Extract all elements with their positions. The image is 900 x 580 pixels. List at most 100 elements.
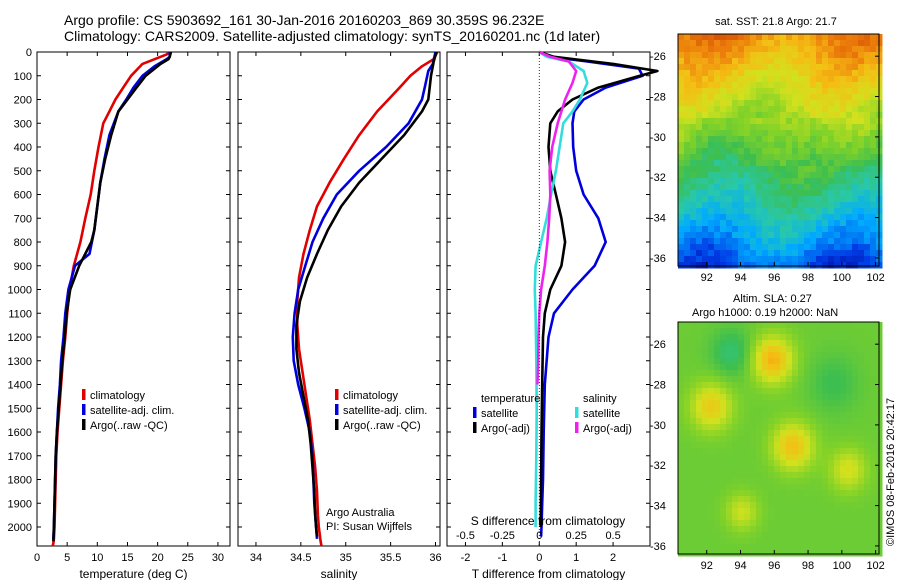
sst-field-cell bbox=[792, 148, 799, 155]
sla-field-cell bbox=[798, 544, 805, 551]
sst-field-cell bbox=[690, 118, 697, 125]
sst-field-cell bbox=[774, 226, 781, 233]
sst-field-cell bbox=[846, 190, 853, 197]
sst-field-cell bbox=[738, 256, 745, 263]
sla-field-cell bbox=[708, 352, 715, 359]
sst-field-cell bbox=[708, 202, 715, 209]
sla-field-cell bbox=[732, 370, 739, 377]
sst-field-cell bbox=[696, 46, 703, 53]
sla-field-cell bbox=[852, 382, 859, 389]
sla-field-cell bbox=[780, 472, 787, 479]
sst-field-cell bbox=[756, 106, 763, 113]
sst-field-cell bbox=[852, 70, 859, 77]
sla-field-cell bbox=[702, 532, 709, 539]
sst-field-cell bbox=[846, 34, 853, 41]
sla-field-cell bbox=[762, 544, 769, 551]
sst-field-cell bbox=[684, 40, 691, 47]
sla-field-cell bbox=[714, 352, 721, 359]
sla-field-cell bbox=[738, 532, 745, 539]
sla-field-cell bbox=[714, 382, 721, 389]
sst-field-cell bbox=[774, 232, 781, 239]
sst-field-cell bbox=[834, 118, 841, 125]
sst-field-cell bbox=[762, 82, 769, 89]
sla-field-cell bbox=[822, 430, 829, 437]
sla-field-cell bbox=[804, 544, 811, 551]
sla-field-cell bbox=[846, 514, 853, 521]
sst-field-cell bbox=[846, 178, 853, 185]
sla-field-cell bbox=[792, 520, 799, 527]
sst-field-cell bbox=[804, 82, 811, 89]
sst-field-cell bbox=[756, 160, 763, 167]
sst-field-cell bbox=[774, 52, 781, 59]
sla-field-cell bbox=[858, 472, 865, 479]
sst-field-cell bbox=[750, 184, 757, 191]
sst-field-cell bbox=[792, 172, 799, 179]
sst-field-cell bbox=[684, 202, 691, 209]
sst-field-cell bbox=[702, 208, 709, 215]
sst-field-cell bbox=[726, 94, 733, 101]
sst-field-cell bbox=[702, 130, 709, 137]
sla-field-cell bbox=[786, 382, 793, 389]
sst-field-cell bbox=[678, 82, 685, 89]
sst-field-cell bbox=[852, 100, 859, 107]
sla-field-cell bbox=[828, 370, 835, 377]
sla-field-cell bbox=[864, 400, 871, 407]
sst-field-cell bbox=[744, 154, 751, 161]
sst-field-cell bbox=[744, 190, 751, 197]
sla-field-cell bbox=[720, 388, 727, 395]
sla-field-cell bbox=[816, 550, 823, 557]
sst-field-cell bbox=[870, 262, 877, 269]
sst-field-cell bbox=[864, 172, 871, 179]
sst-field-cell bbox=[690, 94, 697, 101]
sst-field-cell bbox=[702, 40, 709, 47]
sst-field-cell bbox=[822, 166, 829, 173]
sla-map-frame bbox=[677, 321, 880, 555]
sst-field-cell bbox=[864, 214, 871, 221]
sla-field-cell bbox=[702, 496, 709, 503]
sla-field-cell bbox=[750, 538, 757, 545]
sst-field-cell bbox=[738, 202, 745, 209]
sst-field-cell bbox=[834, 136, 841, 143]
sst-field-cell bbox=[786, 118, 793, 125]
sst-field-cell bbox=[840, 160, 847, 167]
sst-field-cell bbox=[696, 40, 703, 47]
sla-field-cell bbox=[798, 460, 805, 467]
sst-field-cell bbox=[768, 46, 775, 53]
sst-field-cell bbox=[786, 64, 793, 71]
sst-field-cell bbox=[804, 34, 811, 41]
sst-field-cell bbox=[696, 94, 703, 101]
sst-field-cell bbox=[744, 244, 751, 251]
sla-field-cell bbox=[798, 514, 805, 521]
sst-field-cell bbox=[714, 160, 721, 167]
sst-field-cell bbox=[828, 118, 835, 125]
sst-field-cell bbox=[732, 250, 739, 257]
sst-field-cell bbox=[708, 40, 715, 47]
sla-field-cell bbox=[798, 466, 805, 473]
sla-field-cell bbox=[846, 538, 853, 545]
sla-field-cell bbox=[690, 484, 697, 491]
sst-field-cell bbox=[780, 70, 787, 77]
sla-field-cell bbox=[678, 442, 685, 449]
sla-field-cell bbox=[702, 340, 709, 347]
sla-field-cell bbox=[762, 538, 769, 545]
temperature-panel: 0100200300400500600700800900100011001200… bbox=[8, 47, 231, 580]
sla-field-cell bbox=[870, 526, 877, 533]
sla-field-cell bbox=[792, 400, 799, 407]
sst-field-cell bbox=[840, 262, 847, 269]
sst-field-cell bbox=[834, 94, 841, 101]
sla-field-cell bbox=[858, 364, 865, 371]
sla-field-cell bbox=[870, 478, 877, 485]
sla-field-cell bbox=[714, 472, 721, 479]
sla-lon-label: 98 bbox=[802, 560, 814, 572]
sst-field-cell bbox=[804, 190, 811, 197]
sst-field-cell bbox=[786, 238, 793, 245]
sst-field-cell bbox=[732, 94, 739, 101]
sla-field-cell bbox=[852, 406, 859, 413]
sst-field-cell bbox=[768, 58, 775, 65]
sla-field-cell bbox=[822, 496, 829, 503]
sla-field-cell bbox=[702, 520, 709, 527]
sst-field-cell bbox=[798, 112, 805, 119]
salinity-legend-label: Argo(..raw -QC) bbox=[343, 420, 421, 432]
sla-field-cell bbox=[714, 538, 721, 545]
sst-field-cell bbox=[684, 88, 691, 95]
